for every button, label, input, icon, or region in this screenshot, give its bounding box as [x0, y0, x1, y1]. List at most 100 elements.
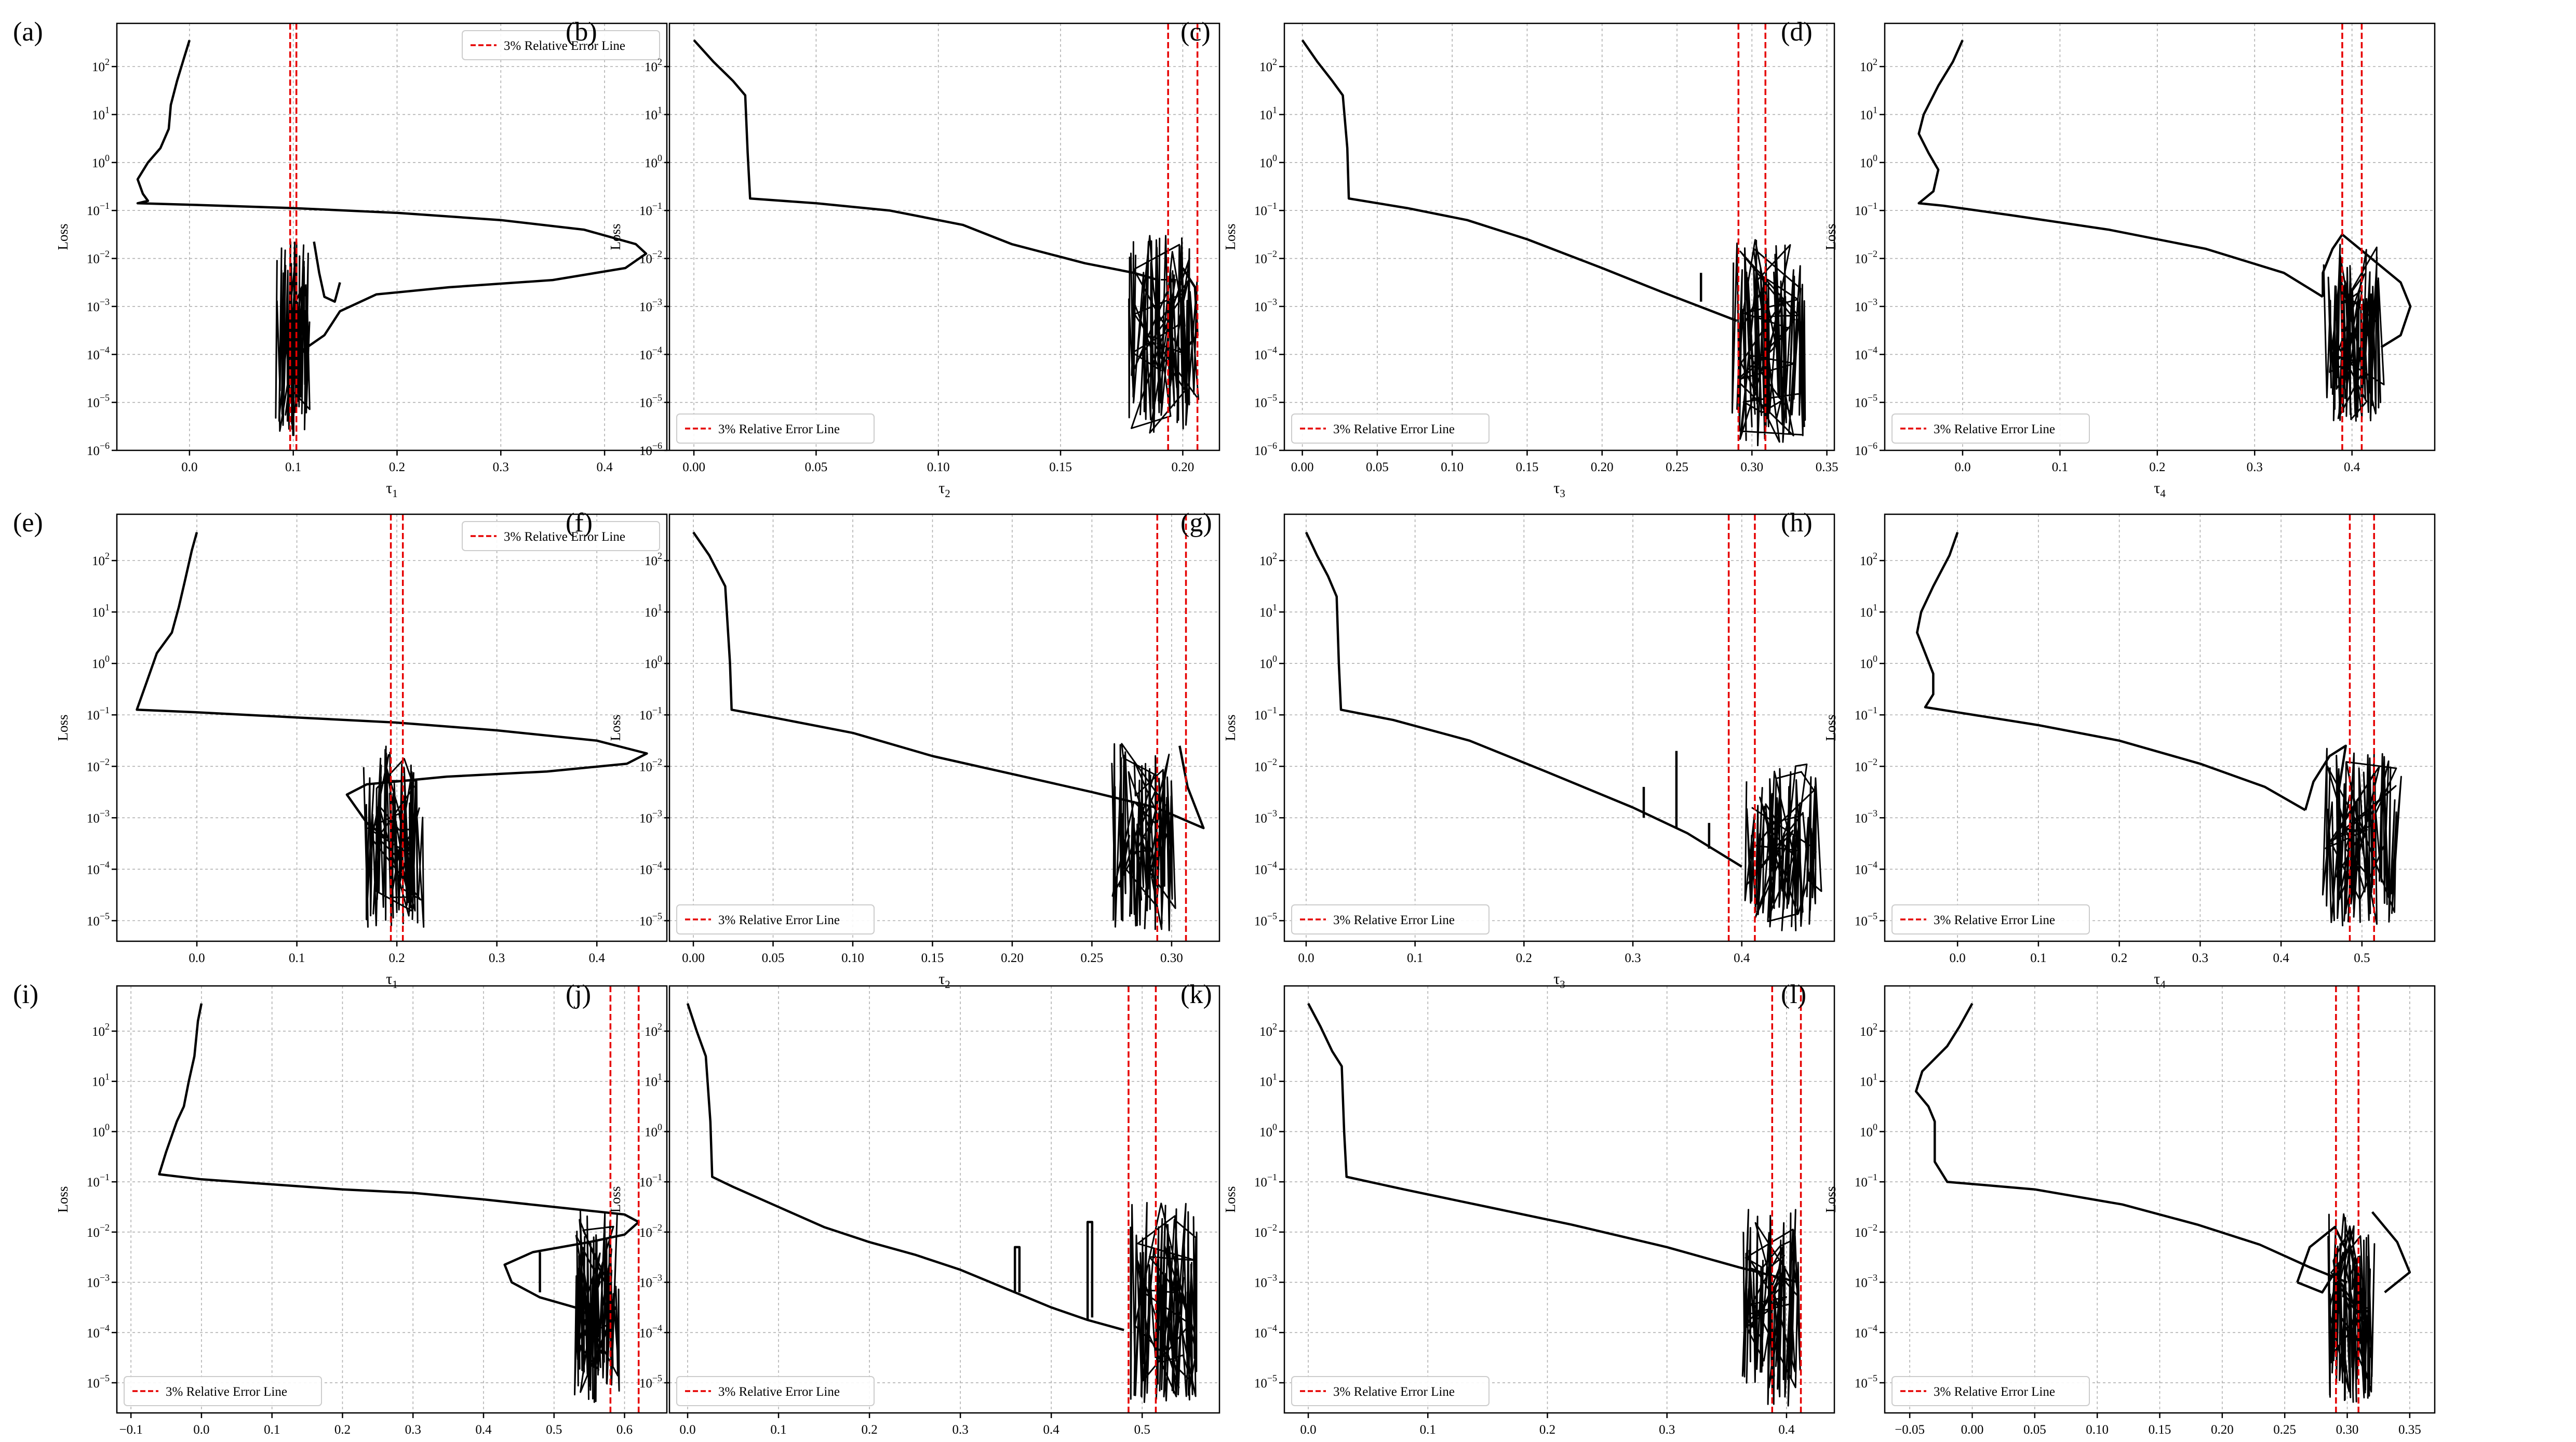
series-trace: [574, 1209, 620, 1403]
panel-label: (e): [13, 508, 43, 538]
x-tick-label: 0.2: [334, 1423, 351, 1437]
y-tick-label: 10−4: [1855, 344, 1877, 362]
y-tick-label: 100: [1860, 1121, 1877, 1139]
x-tick-label: −0.05: [1895, 1423, 1925, 1437]
data-area: [1305, 531, 1822, 931]
y-tick-label: 10−3: [1254, 1273, 1277, 1290]
x-tick-label: 0.30: [1160, 951, 1183, 965]
axes-frame: [116, 513, 668, 942]
y-tick-label: 10−3: [1855, 297, 1877, 314]
y-tick-label: 100: [645, 653, 662, 671]
series-branch: [1086, 1221, 1094, 1320]
series-main: [136, 532, 648, 839]
y-tick-label: 10−1: [1855, 705, 1877, 723]
x-tick-label: 0.0: [679, 1423, 695, 1437]
y-tick-label: 102: [92, 57, 110, 74]
x-axis-label: τ2: [938, 479, 950, 500]
x-tick-label: 0.4: [1734, 951, 1750, 965]
axes-frame: [116, 22, 668, 451]
y-tick-label: 10−2: [1254, 1222, 1277, 1240]
series-branch: [313, 241, 341, 303]
series-branch: [1182, 267, 1199, 353]
y-axis-label: Loss: [1823, 223, 1839, 250]
x-tick-label: 0.1: [2030, 951, 2046, 965]
x-tick-label: 0.4: [1043, 1423, 1060, 1437]
x-tick-label: 0.20: [1591, 460, 1614, 474]
data-area: [693, 39, 1200, 434]
y-tick-label: 10−6: [1855, 440, 1877, 458]
x-tick-label: 0.0: [181, 460, 197, 474]
x-tick-label: 0.5: [2354, 951, 2370, 965]
x-tick-label: 0.0: [1950, 951, 1966, 965]
x-axis-label: τ3: [1553, 479, 1565, 500]
legend-label: 3% Relative Error Line: [1934, 422, 2055, 436]
x-tick-label: 0.05: [1366, 460, 1389, 474]
legend-box: [1291, 1376, 1490, 1406]
x-axis-label: τ1: [386, 479, 398, 500]
series-branch: [2304, 744, 2347, 811]
y-tick-label: 10−4: [639, 344, 662, 362]
series-trace: [1741, 1209, 1801, 1407]
y-tick-label: 101: [92, 104, 110, 122]
y-tick-label: 101: [645, 1072, 662, 1089]
legend: 3% Relative Error Line: [676, 1376, 875, 1406]
data-area: [136, 39, 648, 436]
x-tick-label: 0.05: [805, 460, 828, 474]
legend-label: 3% Relative Error Line: [1333, 1385, 1455, 1399]
y-tick-label: 10−4: [1855, 859, 1877, 877]
series-main: [693, 39, 1159, 282]
y-tick-label: 101: [1259, 104, 1277, 122]
y-tick-label: 10−5: [1254, 1373, 1277, 1391]
y-tick-label: 10−1: [87, 201, 110, 218]
y-tick-label: 10−3: [87, 808, 110, 825]
legend-box: [1891, 904, 2090, 934]
x-tick-label: 0.1: [770, 1423, 786, 1437]
y-tick-label: 102: [645, 551, 662, 568]
axes-frame: [1884, 22, 2436, 451]
legend-box: [1291, 904, 1490, 934]
axes-frame: [1283, 513, 1835, 942]
y-tick-label: 10−4: [1254, 344, 1277, 362]
x-tick-label: 0.3: [1659, 1423, 1675, 1437]
y-tick-label: 102: [1860, 1021, 1877, 1039]
y-tick-label: 101: [1259, 1072, 1277, 1089]
x-tick-label: 0.0: [193, 1423, 209, 1437]
x-tick-label: 0.10: [2086, 1423, 2109, 1437]
y-tick-label: 10−5: [639, 393, 662, 410]
legend-label: 3% Relative Error Line: [1333, 422, 1455, 436]
y-tick-label: 10−2: [639, 756, 662, 774]
data-area: [1917, 39, 2412, 422]
panel-a: 0.0 0.1 0.2 0.3 0.4 10−6 10−5 10−4 10−3 10−2 10−1 1…: [13, 17, 668, 500]
y-tick-label: 10−2: [1855, 249, 1877, 266]
x-axis-label: τ3: [1553, 970, 1565, 991]
data-area: [1307, 1003, 1801, 1407]
x-tick-label: 0.4: [2273, 951, 2289, 965]
y-axis-label: Loss: [1223, 714, 1238, 741]
panel-label: (j): [566, 980, 591, 1009]
series-branch: [2322, 233, 2412, 349]
series-trace: [2323, 244, 2385, 422]
x-tick-label: 0.3: [2247, 460, 2263, 474]
legend-label: 3% Relative Error Line: [166, 1385, 287, 1399]
y-tick-label: 10−4: [639, 1323, 662, 1340]
series-trace: [1744, 763, 1822, 931]
series-main: [1916, 531, 2306, 811]
legend-label: 3% Relative Error Line: [718, 422, 840, 436]
y-tick-label: 10−5: [1254, 393, 1277, 410]
y-tick-label: 10−1: [87, 1172, 110, 1190]
y-tick-label: 10−5: [639, 911, 662, 928]
y-tick-label: 10−2: [1254, 249, 1277, 266]
y-tick-label: 10−3: [1855, 1273, 1877, 1290]
x-tick-label: 0.1: [285, 460, 301, 474]
panel-l: −0.05 0.00 0.05 0.10 0.15 0.20 0.25 0.30 0.35 10−…: [1781, 980, 2436, 1437]
legend-box: [676, 1376, 875, 1406]
series-trace: [275, 241, 311, 432]
y-tick-label: 10−3: [639, 1273, 662, 1290]
y-tick-label: 101: [92, 1072, 110, 1089]
axes-frame: [116, 985, 668, 1414]
y-tick-label: 101: [1860, 104, 1877, 122]
y-tick-label: 10−1: [1254, 201, 1277, 218]
y-tick-label: 10−4: [87, 344, 110, 362]
y-tick-label: 10−4: [1254, 859, 1277, 877]
